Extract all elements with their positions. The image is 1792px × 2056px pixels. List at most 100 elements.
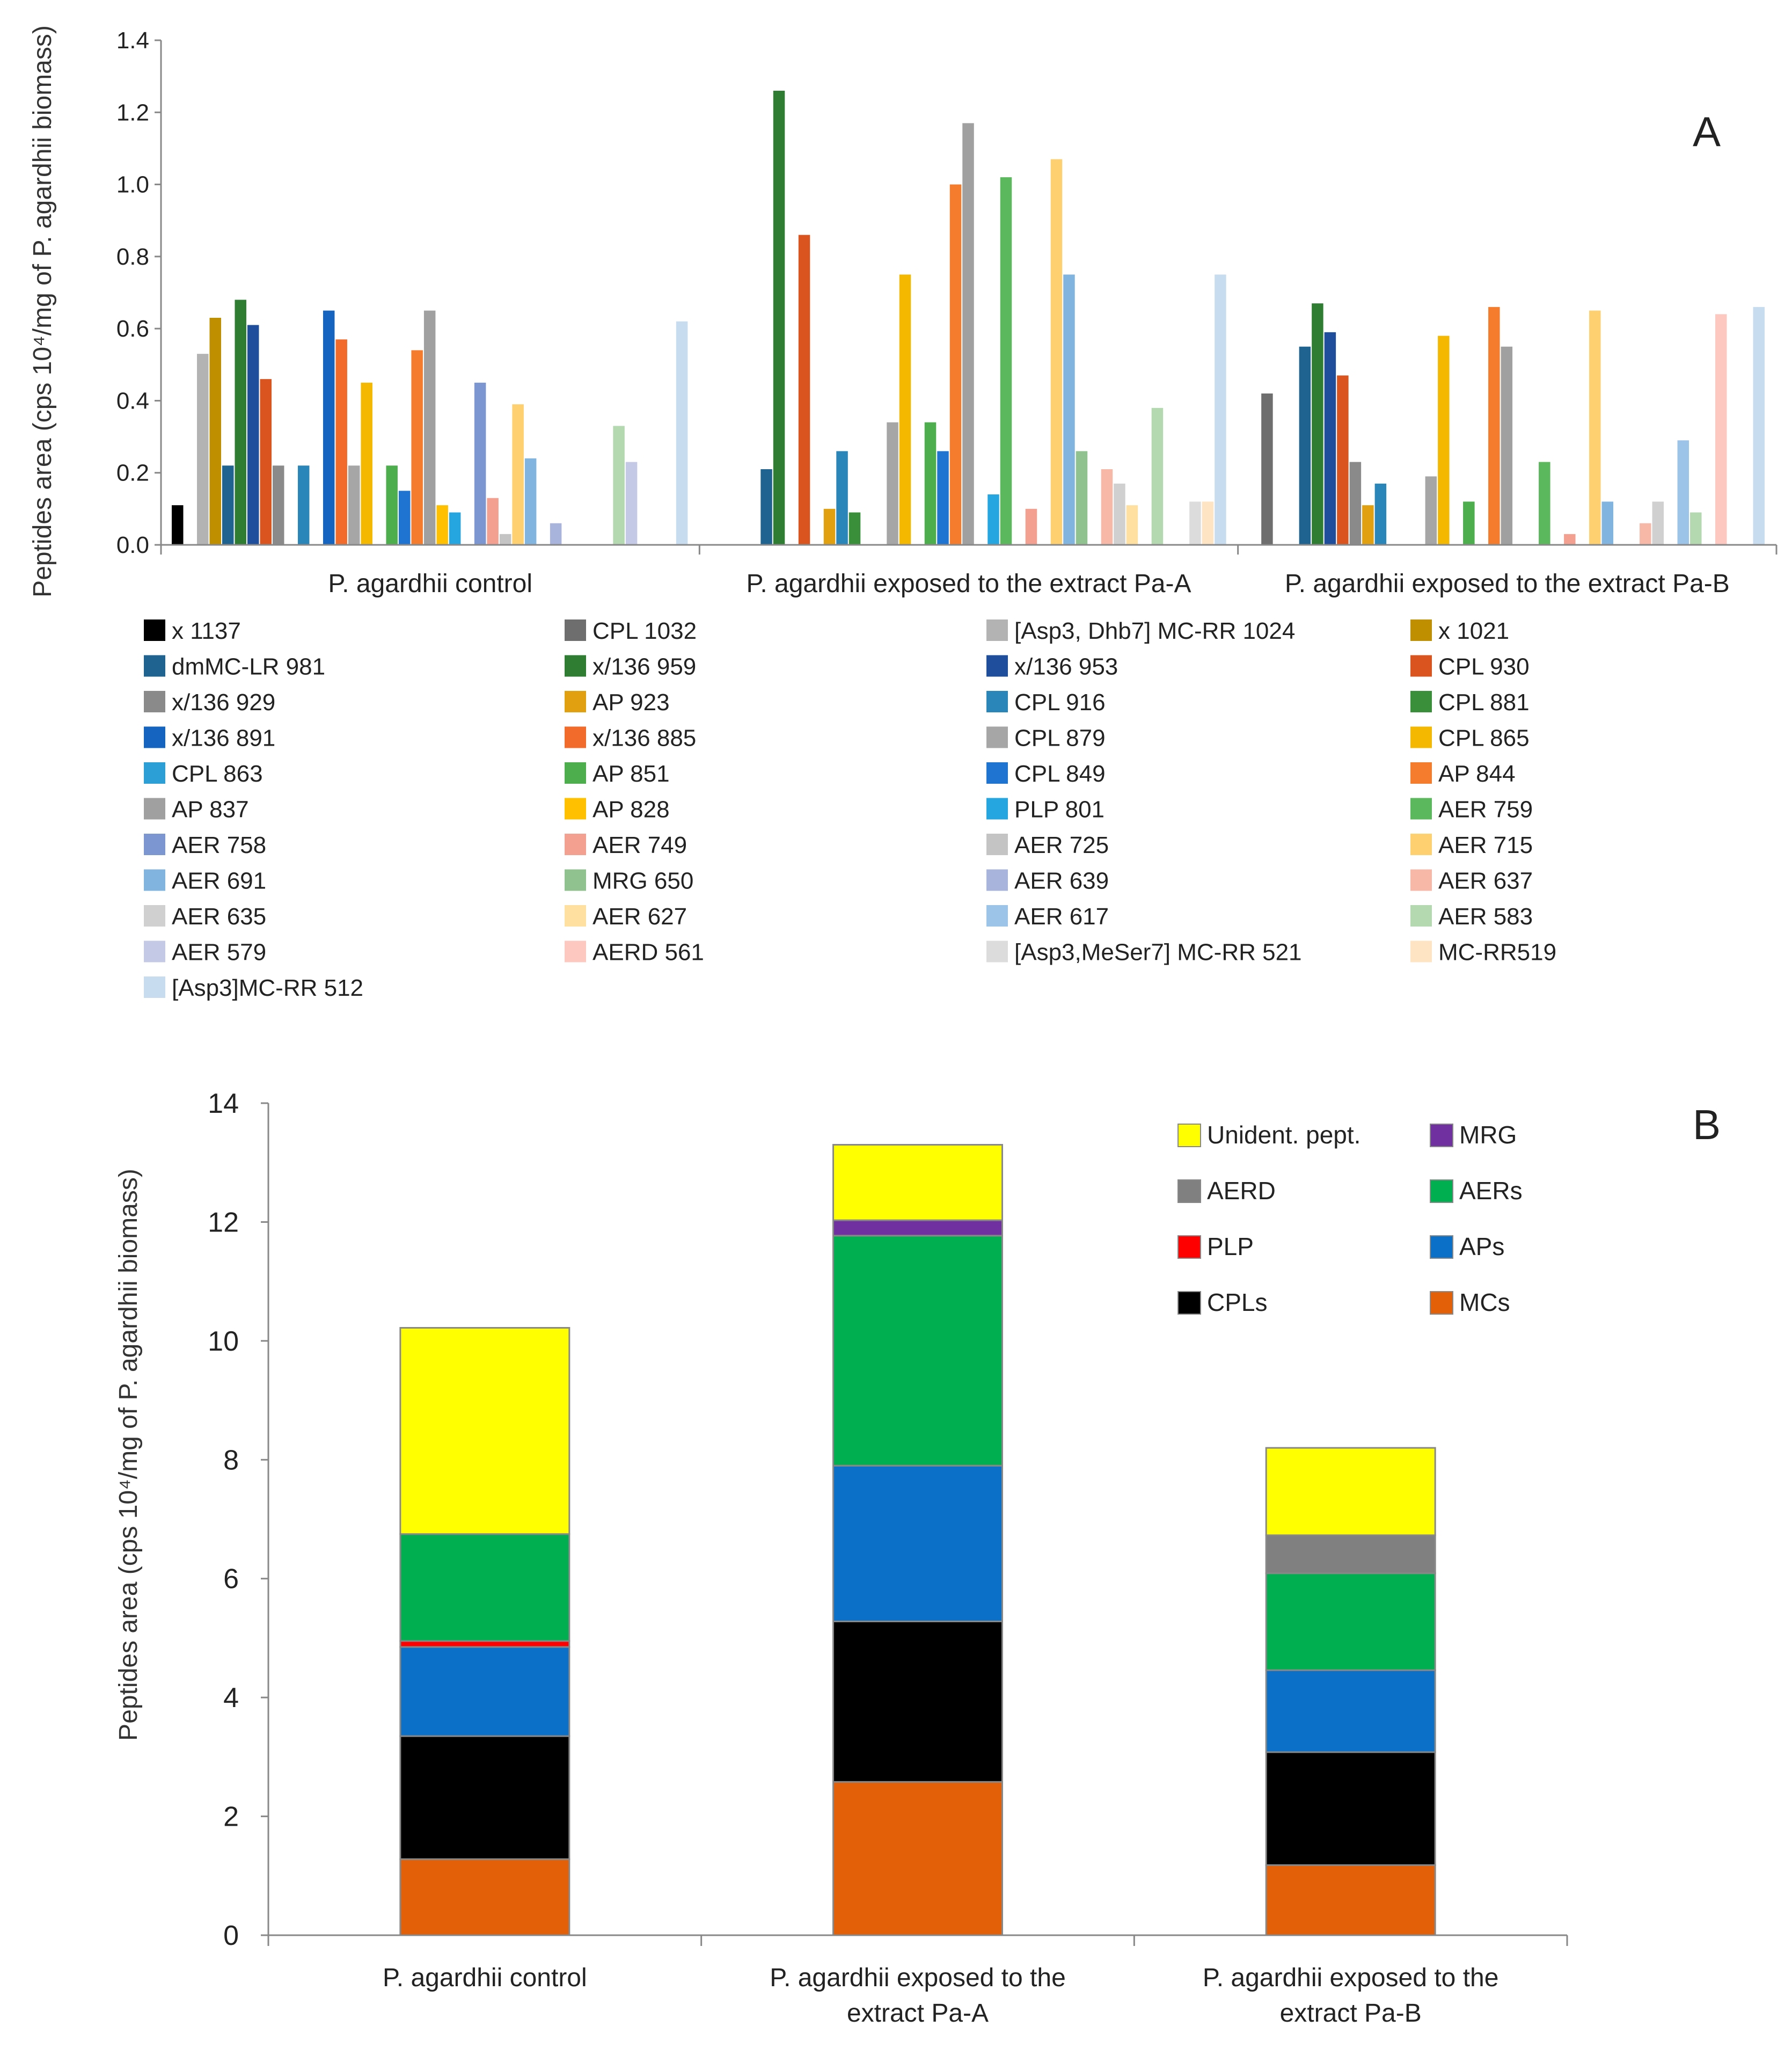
panel-a-legend-swatch bbox=[986, 691, 1008, 712]
panel-a-legend-swatch bbox=[986, 655, 1008, 677]
panel-a-bar bbox=[773, 91, 785, 545]
panel-a-bar bbox=[798, 235, 810, 545]
panel-a-bar bbox=[1261, 393, 1273, 545]
panel-b-legend-swatch bbox=[1430, 1124, 1453, 1147]
panel-b-stack-segment bbox=[832, 1464, 1003, 1622]
panel-a-bar bbox=[1337, 375, 1349, 545]
panel-a-legend-label: AERD 561 bbox=[593, 939, 704, 966]
panel-a-bar bbox=[411, 350, 423, 545]
panel-b-legend-label: MRG bbox=[1459, 1121, 1517, 1149]
panel-a-legend-label: MRG 650 bbox=[593, 868, 693, 894]
panel-a-legend-swatch bbox=[144, 905, 165, 927]
panel-a-legend-label: AER 715 bbox=[1438, 832, 1533, 858]
panel-a-legend-label: AER 639 bbox=[1014, 868, 1109, 894]
panel-a-category-label: P. agardhii exposed to the extract Pa-B bbox=[1285, 570, 1730, 598]
panel-a-legend: x 1137 CPL 1032 [Asp3, Dhb7] MC-RR 1024 x 1… bbox=[144, 618, 1556, 1001]
panel-b-stack-segment bbox=[832, 1219, 1003, 1237]
panel-a-legend-label: [Asp3]MC-RR 512 bbox=[172, 975, 363, 1001]
panel-a-legend-swatch bbox=[1410, 691, 1432, 712]
panel-a-legend-label: MC-RR519 bbox=[1438, 939, 1556, 966]
panel-a-legend-swatch bbox=[144, 869, 165, 891]
panel-a-bar bbox=[524, 458, 537, 545]
panel-b-y-axis-title: Peptides area (cps 10⁴/mg of P. agardhii… bbox=[114, 1169, 143, 1741]
panel-b-stack-segment bbox=[832, 1620, 1003, 1783]
panel-a-legend-swatch bbox=[565, 655, 586, 677]
panel-a-bar bbox=[949, 184, 962, 545]
panel-b-y-tick-label: 10 bbox=[208, 1326, 239, 1357]
panel-a-legend-label: AER 635 bbox=[172, 903, 266, 930]
panel-a-bar bbox=[1312, 303, 1323, 545]
panel-a-bar bbox=[1425, 476, 1437, 545]
panel-a-bar bbox=[386, 465, 398, 545]
panel-a-bar bbox=[1690, 512, 1702, 545]
panel-a-legend-label: CPL 849 bbox=[1014, 761, 1106, 787]
panel-a-bar bbox=[1349, 462, 1362, 545]
panel-a-legend-swatch bbox=[565, 798, 586, 820]
panel-a-bar bbox=[899, 274, 911, 545]
panel-a-legend-label: PLP 801 bbox=[1014, 797, 1105, 823]
panel-a-bar bbox=[1101, 469, 1113, 545]
panel-a-y-axis-title: Peptides area (cps 10⁴/mg of P. agardhii… bbox=[28, 25, 57, 597]
panel-b-stack-segment bbox=[399, 1858, 570, 1936]
panel-b-y-tick-label: 0 bbox=[223, 1920, 239, 1951]
panel-b-legend: Unident. pept. MRG AERD AERs PLP APs CPLs MCs bbox=[1177, 1121, 1523, 1316]
panel-b-label: B bbox=[1693, 1101, 1721, 1148]
panel-a-bar bbox=[1189, 501, 1201, 545]
panel-a-bar bbox=[1215, 274, 1226, 545]
panel-a-category-labels: P. agardhii control P. agardhii exposed t… bbox=[328, 570, 1730, 598]
panel-a-legend-label: AER 725 bbox=[1014, 832, 1109, 858]
panel-a-legend-swatch bbox=[565, 834, 586, 855]
panel-a-bar bbox=[1488, 307, 1500, 545]
panel-b-stack-segment bbox=[399, 1646, 570, 1737]
panel-b-legend-label: PLP bbox=[1207, 1233, 1254, 1260]
panel-a-bar bbox=[1076, 451, 1088, 545]
panel-a-chart: Peptides area (cps 10⁴/mg of P. agardhii… bbox=[28, 25, 1778, 1001]
panel-a-legend-label: AER 627 bbox=[593, 903, 687, 930]
panel-a-y-tick-label: 0.4 bbox=[116, 388, 149, 414]
panel-a-bars bbox=[172, 91, 1765, 545]
panel-a-bar bbox=[1601, 501, 1614, 545]
panel-a-bar bbox=[1050, 159, 1063, 545]
panel-a-legend-swatch bbox=[144, 762, 165, 784]
panel-b-legend-swatch bbox=[1177, 1235, 1201, 1259]
panel-a-bar bbox=[1438, 336, 1450, 545]
panel-a-bar bbox=[1652, 501, 1664, 545]
panel-b-stack-segment bbox=[399, 1533, 570, 1642]
panel-b-category-labels: P. agardhii control P. agardhii exposed t… bbox=[383, 1964, 1498, 2028]
panel-a-legend-swatch bbox=[565, 905, 586, 927]
panel-a-legend-label: x 1137 bbox=[172, 618, 241, 644]
panel-a-legend-label: x/136 953 bbox=[1014, 654, 1118, 680]
panel-a-bar bbox=[1114, 483, 1125, 545]
panel-a-bar bbox=[247, 325, 259, 545]
panel-a-legend-swatch bbox=[144, 834, 165, 855]
panel-b-chart: Peptides area (cps 10⁴/mg of P. agardhii… bbox=[114, 1088, 1721, 2028]
panel-a-legend-swatch bbox=[1410, 869, 1432, 891]
panel-a-bar bbox=[625, 462, 638, 545]
panel-a-y-tick-label: 0.8 bbox=[116, 244, 149, 270]
panel-b-legend-label: AERs bbox=[1459, 1177, 1523, 1205]
panel-b-legend-label: AERD bbox=[1207, 1177, 1276, 1205]
panel-a-legend-label: [Asp3,MeSer7] MC-RR 521 bbox=[1014, 939, 1302, 966]
panel-a-legend-swatch bbox=[565, 869, 586, 891]
panel-b-stack-segment bbox=[832, 1235, 1003, 1467]
panel-a-bar bbox=[823, 508, 836, 545]
panel-b-y-tick-label: 6 bbox=[223, 1564, 239, 1595]
panel-b-stacked-bars bbox=[399, 1144, 1436, 1936]
panel-b-y-tick-label: 4 bbox=[223, 1682, 239, 1714]
panel-b-y-tick-label: 8 bbox=[223, 1445, 239, 1476]
panel-a-legend-swatch bbox=[986, 726, 1008, 748]
panel-b-y-tick-label: 2 bbox=[223, 1802, 239, 1833]
panel-a-bar bbox=[1362, 505, 1374, 545]
panel-a-bar bbox=[297, 465, 310, 545]
panel-a-bar bbox=[849, 512, 861, 545]
panel-a-bar bbox=[436, 505, 448, 545]
panel-b-axes bbox=[267, 1103, 1568, 1946]
panel-a-legend-swatch bbox=[986, 762, 1008, 784]
panel-a-y-tick-label: 1.2 bbox=[116, 99, 149, 126]
panel-a-bar bbox=[1000, 177, 1012, 545]
panel-a-bar bbox=[1025, 508, 1037, 545]
panel-b-legend-label: MCs bbox=[1459, 1288, 1510, 1316]
panel-a-legend-swatch bbox=[144, 940, 165, 963]
panel-a-bar bbox=[348, 465, 360, 545]
